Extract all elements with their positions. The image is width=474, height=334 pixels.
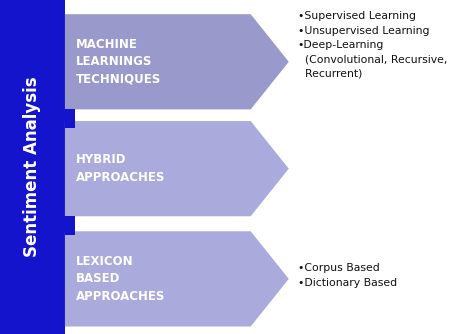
Text: LEXICON
BASED
APPROACHES: LEXICON BASED APPROACHES [76,255,165,303]
Text: Sentiment Analysis: Sentiment Analysis [23,77,41,257]
Text: HYBRID
APPROACHES: HYBRID APPROACHES [76,153,165,184]
Polygon shape [65,121,289,216]
Text: •Supervised Learning
•Unsupervised Learning
•Deep-Learning
  (Convolutional, Rec: •Supervised Learning •Unsupervised Learn… [298,11,447,79]
Bar [0,0,65,334]
Polygon shape [65,231,289,327]
Bar [65,216,75,234]
Polygon shape [65,14,289,110]
Text: MACHINE
LEARNINGS
TECHNIQUES: MACHINE LEARNINGS TECHNIQUES [76,38,161,86]
Bar [65,110,75,128]
Text: •Corpus Based
•Dictionary Based: •Corpus Based •Dictionary Based [298,263,397,288]
